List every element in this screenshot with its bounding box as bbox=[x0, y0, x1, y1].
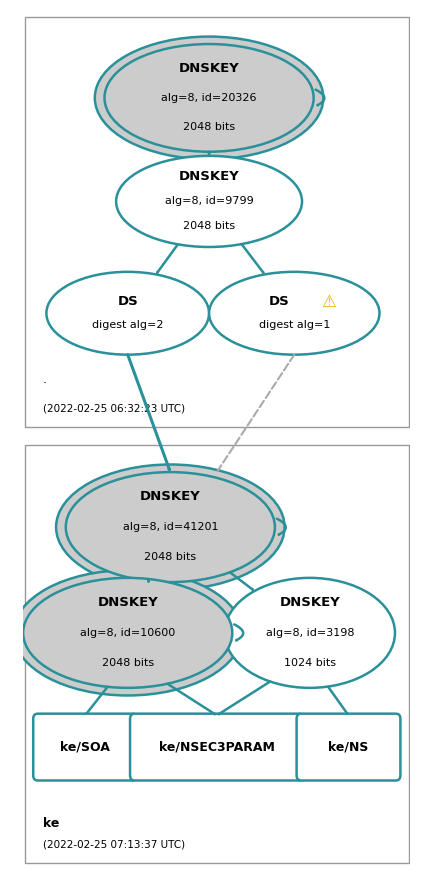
Ellipse shape bbox=[209, 272, 379, 355]
Ellipse shape bbox=[95, 36, 323, 159]
Text: alg=8, id=3198: alg=8, id=3198 bbox=[266, 627, 354, 638]
FancyArrowPatch shape bbox=[128, 355, 170, 470]
FancyArrowPatch shape bbox=[219, 681, 270, 714]
Text: ke/SOA: ke/SOA bbox=[60, 741, 110, 754]
Ellipse shape bbox=[46, 272, 209, 355]
Text: DNSKEY: DNSKEY bbox=[280, 596, 340, 609]
FancyBboxPatch shape bbox=[130, 713, 304, 781]
Text: 2048 bits: 2048 bits bbox=[183, 122, 235, 133]
FancyArrowPatch shape bbox=[218, 355, 294, 471]
Text: DNSKEY: DNSKEY bbox=[179, 170, 240, 183]
FancyArrowPatch shape bbox=[328, 687, 347, 713]
Text: DNSKEY: DNSKEY bbox=[179, 62, 240, 74]
Text: digest alg=1: digest alg=1 bbox=[258, 319, 330, 329]
Text: 2048 bits: 2048 bits bbox=[183, 221, 235, 232]
Text: ke/NS: ke/NS bbox=[328, 741, 369, 754]
Ellipse shape bbox=[116, 156, 302, 247]
Text: (2022-02-25 07:13:37 UTC): (2022-02-25 07:13:37 UTC) bbox=[43, 839, 185, 850]
FancyArrowPatch shape bbox=[230, 573, 253, 589]
Text: alg=8, id=9799: alg=8, id=9799 bbox=[165, 196, 253, 206]
Text: 2048 bits: 2048 bits bbox=[144, 552, 197, 562]
Text: alg=8, id=10600: alg=8, id=10600 bbox=[80, 627, 176, 638]
Ellipse shape bbox=[56, 465, 285, 589]
Text: ⚠: ⚠ bbox=[322, 293, 336, 311]
FancyArrowPatch shape bbox=[242, 244, 263, 273]
FancyArrowPatch shape bbox=[87, 687, 108, 713]
Ellipse shape bbox=[224, 578, 395, 688]
Text: ke/NSEC3PARAM: ke/NSEC3PARAM bbox=[159, 741, 275, 754]
Ellipse shape bbox=[13, 570, 242, 696]
Text: alg=8, id=20326: alg=8, id=20326 bbox=[161, 93, 257, 103]
Ellipse shape bbox=[23, 578, 232, 688]
Text: DS: DS bbox=[117, 296, 138, 308]
FancyBboxPatch shape bbox=[297, 713, 400, 781]
Ellipse shape bbox=[104, 44, 314, 151]
FancyArrowPatch shape bbox=[316, 89, 325, 105]
FancyArrowPatch shape bbox=[157, 244, 178, 273]
Text: alg=8, id=41201: alg=8, id=41201 bbox=[123, 522, 218, 532]
Text: (2022-02-25 06:32:23 UTC): (2022-02-25 06:32:23 UTC) bbox=[43, 404, 185, 413]
FancyArrowPatch shape bbox=[168, 684, 215, 714]
FancyBboxPatch shape bbox=[33, 713, 137, 781]
FancyArrowPatch shape bbox=[234, 625, 243, 641]
FancyArrowPatch shape bbox=[277, 519, 286, 535]
Text: .: . bbox=[43, 373, 47, 386]
Text: digest alg=2: digest alg=2 bbox=[92, 319, 163, 329]
Ellipse shape bbox=[66, 472, 275, 582]
Text: DNSKEY: DNSKEY bbox=[97, 596, 158, 609]
Text: DS: DS bbox=[269, 296, 289, 308]
Text: ke: ke bbox=[43, 817, 59, 830]
Text: 1024 bits: 1024 bits bbox=[284, 658, 336, 668]
Text: DNSKEY: DNSKEY bbox=[140, 490, 201, 504]
Text: 2048 bits: 2048 bits bbox=[101, 658, 154, 668]
